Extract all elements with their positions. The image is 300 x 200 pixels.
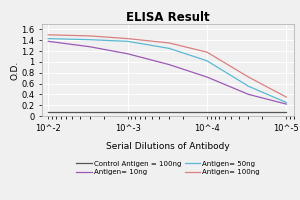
Title: ELISA Result: ELISA Result — [126, 11, 210, 24]
Legend: Control Antigen = 100ng, Antigen= 10ng, Antigen= 50ng, Antigen= 100ng: Control Antigen = 100ng, Antigen= 10ng, … — [74, 158, 262, 178]
Text: Serial Dilutions of Antibody: Serial Dilutions of Antibody — [106, 142, 230, 151]
Y-axis label: O.D.: O.D. — [11, 60, 20, 80]
